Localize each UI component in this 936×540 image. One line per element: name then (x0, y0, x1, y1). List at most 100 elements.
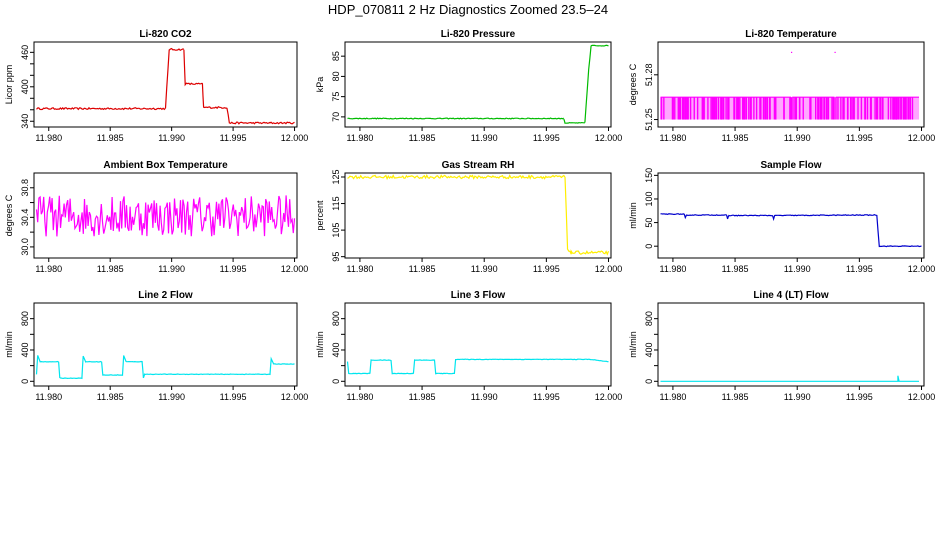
x-tick-label: 11.990 (784, 392, 811, 402)
y-axis-label: kPa (315, 77, 325, 93)
series-line (347, 117, 565, 120)
series-line (584, 44, 609, 123)
series-band (660, 97, 920, 120)
x-tick-label: 11.980 (659, 264, 686, 274)
y-axis-label: percent (315, 200, 325, 231)
y-tick-label: 800 (20, 311, 30, 326)
y-tick-label: 51.25 (644, 108, 654, 131)
chart-panel-2: Li-820 Pressure 11.980 11.985 11.990 11.995 1… (315, 29, 622, 143)
panel-title: Sample Flow (760, 160, 821, 171)
y-tick-label: 51.28 (644, 64, 654, 87)
y-tick-label: 95 (331, 252, 341, 262)
x-tick-label: 12.000 (595, 392, 623, 402)
x-tick-label: 12.000 (281, 133, 309, 143)
series-line (660, 375, 919, 382)
x-tick-label: 11.995 (533, 392, 560, 402)
y-axis-label: ml/min (628, 331, 638, 358)
series-line (183, 49, 203, 87)
y-tick-label: 80 (331, 71, 341, 81)
chart-panel-4: Ambient Box Temperature 11.980 11.985 11.99… (4, 160, 308, 274)
x-tick-label: 11.995 (533, 264, 560, 274)
x-tick-label: 12.000 (281, 392, 309, 402)
chart-panel-3: Li-820 Temperature 11.980 11.985 11.990 11.9… (628, 29, 935, 143)
series-line (201, 83, 227, 110)
chart-panel-1: Li-820 CO2 11.980 11.985 11.990 11.995 12.000… (4, 29, 308, 143)
x-tick-label: 11.990 (471, 264, 498, 274)
x-tick-label: 11.985 (722, 133, 749, 143)
series-line (268, 121, 295, 125)
series-line (35, 195, 296, 237)
series-line (164, 47, 184, 109)
x-tick-label: 12.000 (908, 392, 936, 402)
x-tick-label: 11.980 (346, 264, 373, 274)
x-tick-label: 11.985 (409, 392, 436, 402)
panel-title: Line 3 Flow (451, 290, 506, 301)
y-axis-label: degrees C (4, 194, 14, 236)
y-axis-label: ml/min (4, 331, 14, 358)
plot-frame (33, 172, 298, 259)
y-tick-label: 400 (20, 79, 30, 94)
y-tick-label: 150 (644, 168, 654, 183)
series-line (226, 107, 269, 125)
x-tick-label: 11.995 (533, 133, 560, 143)
panel-title: Ambient Box Temperature (103, 160, 228, 171)
y-axis-label: degrees C (628, 63, 638, 105)
plot-frame (344, 302, 612, 387)
x-tick-label: 11.985 (722, 392, 749, 402)
chart-panel-5: Gas Stream RH 11.980 11.985 11.990 11.995 12.… (315, 160, 622, 274)
x-tick-label: 11.990 (784, 133, 811, 143)
x-tick-label: 11.990 (158, 133, 185, 143)
y-tick-label: 85 (331, 51, 341, 61)
x-tick-label: 12.000 (595, 264, 623, 274)
series-line (563, 118, 585, 124)
y-tick-label: 115 (331, 196, 341, 210)
series-line (36, 106, 166, 111)
y-tick-label: 400 (331, 342, 341, 357)
x-tick-label: 12.000 (908, 133, 936, 143)
x-tick-label: 11.990 (158, 264, 185, 274)
y-tick-label: 30.8 (20, 179, 30, 197)
x-tick-label: 11.995 (846, 133, 873, 143)
panel-title: Li-820 Pressure (441, 29, 516, 40)
y-tick-label: 75 (331, 92, 341, 102)
plot-frame (33, 302, 298, 387)
x-tick-label: 11.980 (35, 392, 62, 402)
y-tick-label: 125 (331, 169, 341, 184)
y-tick-label: 70 (331, 112, 341, 122)
panel-title: Li-820 Temperature (745, 29, 837, 40)
x-tick-label: 11.985 (409, 264, 436, 274)
plot-frame (657, 172, 925, 259)
chart-panel-6: Sample Flow 11.980 11.985 11.990 11.995 12.00… (628, 160, 935, 274)
x-tick-label: 11.995 (846, 392, 873, 402)
chart-panels: Li-820 CO2 11.980 11.985 11.990 11.995 12.000… (4, 29, 935, 402)
figure-title: HDP_070811 2 Hz Diagnostics Zoomed 23.5–… (328, 2, 608, 17)
y-tick-label: 0 (331, 379, 341, 384)
series-line (876, 214, 922, 248)
panel-title: Line 4 (LT) Flow (753, 290, 829, 301)
x-tick-label: 11.980 (659, 133, 686, 143)
series-line (346, 358, 609, 375)
x-tick-label: 11.990 (158, 392, 185, 402)
x-tick-label: 11.985 (97, 392, 124, 402)
y-tick-label: 800 (331, 311, 341, 326)
panel-title: Gas Stream RH (442, 160, 515, 171)
y-axis-label: Licor ppm (4, 65, 14, 105)
y-tick-label: 400 (644, 342, 654, 357)
x-tick-label: 11.980 (35, 133, 62, 143)
series-line (347, 174, 566, 181)
y-axis-label: ml/min (315, 331, 325, 358)
x-tick-label: 11.990 (471, 133, 498, 143)
x-tick-label: 11.995 (220, 392, 247, 402)
x-tick-label: 11.985 (97, 264, 124, 274)
chart-panel-9: Line 4 (LT) Flow 11.980 11.985 11.990 11.995… (628, 290, 935, 402)
x-tick-label: 11.985 (409, 133, 436, 143)
plot-frame (344, 172, 612, 259)
y-tick-label: 0 (644, 379, 654, 384)
x-tick-label: 12.000 (595, 133, 623, 143)
x-tick-label: 11.990 (784, 264, 811, 274)
chart-panel-8: Line 3 Flow 11.980 11.985 11.990 11.995 12.00… (315, 290, 622, 402)
x-tick-label: 11.995 (846, 264, 873, 274)
y-tick-label: 400 (20, 342, 30, 357)
x-tick-label: 11.995 (220, 264, 247, 274)
y-axis-label: ml/min (628, 202, 638, 229)
